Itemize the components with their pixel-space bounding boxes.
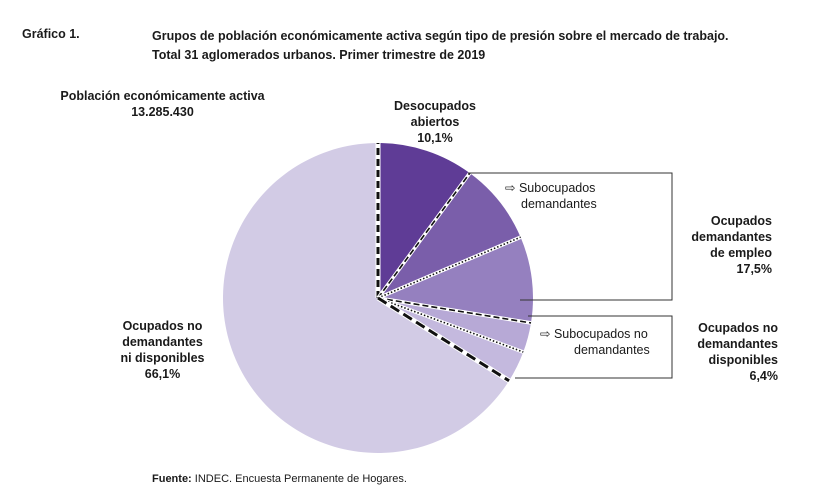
label-desocupados-line1: Desocupados	[394, 99, 476, 113]
label-subocupados-demandantes: ⇨ Subocupados demandantes	[505, 180, 645, 212]
label-subocupados-no-demandantes-line2: demandantes	[574, 343, 650, 357]
arrow-icon: ⇨	[505, 181, 516, 195]
label-ocupados-disponibles-line2: demandantes	[697, 337, 778, 351]
label-subocupados-no-demandantes-line1: Subocupados no	[553, 327, 648, 341]
label-ocupados-ni-disponibles-line3: ni disponibles	[120, 351, 205, 365]
total-label-text: Población económicamente activa	[60, 89, 265, 103]
label-ocupados-ni-disponibles-line1: Ocupados no	[122, 319, 203, 333]
chart-title-line2: Total 31 aglomerados urbanos. Primer tri…	[152, 48, 486, 62]
label-ocupados-disponibles: Ocupados no demandantes disponibles 6,4%	[660, 320, 778, 384]
label-ocupados-disponibles-line1: Ocupados no	[698, 321, 778, 335]
total-value: 13.285.430	[131, 105, 194, 119]
slice-separator	[377, 297, 524, 353]
bracket-ocupados-demandantes	[468, 172, 673, 301]
slice-separator	[377, 236, 521, 299]
source-label: Fuente:	[152, 473, 192, 485]
label-ocupados-ni-disponibles: Ocupados no demandantes ni disponibles 6…	[95, 318, 230, 382]
arrow-icon: ⇨	[540, 327, 551, 341]
label-subocupados-no-demandantes: ⇨ Subocupados no demandantes	[540, 326, 670, 358]
label-desocupados-pct: 10,1%	[417, 131, 453, 145]
slice-separator	[377, 172, 471, 299]
pie-slice	[378, 173, 521, 298]
label-subocupados-demandantes-line2: demandantes	[521, 197, 597, 211]
label-ocupados-demandantes-line1: Ocupados	[710, 214, 772, 228]
chart-title: Grupos de población económicamente activ…	[152, 27, 729, 65]
source-text: INDEC. Encuesta Permanente de Hogares.	[194, 473, 407, 485]
label-ocupados-demandantes-line2: demandantes	[691, 230, 772, 244]
label-subocupados-demandantes-line1: Subocupados	[518, 181, 596, 195]
pie-slice	[222, 143, 510, 453]
pie-slice	[378, 237, 533, 323]
label-ocupados-disponibles-pct: 6,4%	[749, 369, 779, 383]
label-ocupados-demandantes: Ocupados demandantes de empleo 17,5%	[640, 213, 772, 277]
source-note: Fuente: INDEC. Encuesta Permanente de Ho…	[152, 473, 407, 485]
label-desocupados-line2: abiertos	[410, 115, 460, 129]
slice-separator	[377, 297, 532, 324]
figure-label: Gráfico 1.	[22, 27, 80, 41]
chart-title-line1: Grupos de población económicamente activ…	[152, 29, 729, 43]
label-desocupados: Desocupados abiertos 10,1%	[370, 98, 500, 146]
label-ocupados-demandantes-pct: 17,5%	[736, 262, 772, 276]
bracket-ocupados-disponibles	[515, 315, 673, 379]
label-ocupados-ni-disponibles-pct: 66,1%	[144, 367, 181, 381]
label-ocupados-demandantes-line3: de empleo	[710, 246, 772, 260]
slice-separator	[377, 296, 510, 383]
label-ocupados-disponibles-line3: disponibles	[708, 353, 778, 367]
label-ocupados-ni-disponibles-line2: demandantes	[122, 335, 203, 349]
total-label: Población económicamente activa 13.285.4…	[40, 88, 285, 120]
pie-slice	[378, 143, 470, 298]
